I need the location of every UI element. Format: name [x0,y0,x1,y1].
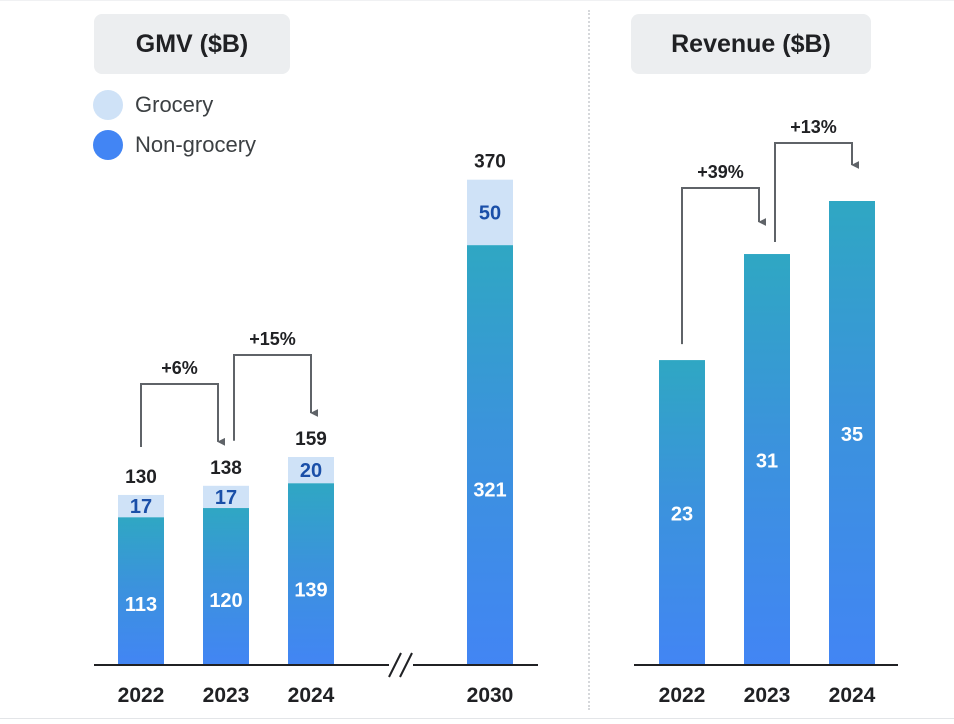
value-grocery-2024: 20 [300,460,322,482]
axis-break-mark-left [388,652,402,678]
total-label-2023: 138 [210,458,242,479]
gmv-title: GMV ($B) [94,14,290,74]
growth-revenue-2023-label: +39% [697,162,744,182]
axis-break-mark-right [399,652,413,678]
value-grocery-2022: 17 [130,496,152,518]
bar-non-grocery-2023 [203,508,249,665]
bar-grocery-2023 [203,485,249,509]
growth-gmv-2024-arrow [233,354,319,441]
legend-grocery-swatch [93,90,123,120]
x-tick-2022: 2022 [118,684,165,707]
value-revenue-2023: 31 [756,451,778,473]
bar-revenue-2023 [744,254,790,665]
growth-revenue-2024-arrow [774,142,860,243]
value-non-grocery-2030: 321 [473,480,506,502]
x-tick-revenue-2022: 2022 [659,684,706,707]
growth-revenue-2023-arrow [681,187,767,345]
growth-revenue-2024-label: +13% [790,117,837,137]
x-tick-revenue-2023: 2023 [744,684,791,707]
value-revenue-2022: 23 [671,504,693,526]
total-label-2022: 130 [125,467,157,488]
bar-grocery-2024 [288,457,334,484]
bar-non-grocery-2022 [118,517,164,665]
value-non-grocery-2022: 113 [125,594,157,616]
revenue-chart: 23 2022 31 2023 35 2024 +39% +13% [634,117,898,707]
growth-gmv-2023-label: +6% [161,358,198,378]
value-revenue-2024: 35 [841,424,863,446]
bottom-border [0,718,954,719]
legend-grocery: Grocery [93,90,213,120]
bar-revenue-2022 [659,360,705,665]
value-non-grocery-2024: 139 [294,580,327,602]
x-tick-2030: 2030 [467,684,514,707]
value-non-grocery-2023: 120 [209,590,242,612]
legend-non-grocery-label: Non-grocery [135,132,257,157]
total-label-2024: 159 [295,429,327,450]
x-tick-revenue-2024: 2024 [829,684,876,707]
bar-non-grocery-2024 [288,483,334,665]
total-label-2030: 370 [474,152,506,173]
legend-non-grocery-swatch [93,130,123,160]
top-border [0,0,954,1]
revenue-title: Revenue ($B) [631,14,871,74]
legend-grocery-label: Grocery [135,92,214,117]
panel-divider [588,10,590,710]
bar-grocery-2022 [118,494,164,518]
growth-gmv-2023-arrow [140,383,226,447]
bar-non-grocery-2030 [467,245,513,665]
value-grocery-2030: 50 [479,202,501,224]
gmv-chart: 113 17 130 2022 120 17 138 2023 139 20 159 2024 321 5… [94,152,538,707]
legend-non-grocery: Non-grocery [93,130,256,160]
growth-gmv-2024-label: +15% [249,329,296,349]
x-tick-2023: 2023 [203,684,250,707]
value-grocery-2023: 17 [215,487,237,509]
bar-revenue-2024 [829,201,875,665]
x-tick-2024: 2024 [288,684,335,707]
bar-grocery-2030 [467,179,513,246]
